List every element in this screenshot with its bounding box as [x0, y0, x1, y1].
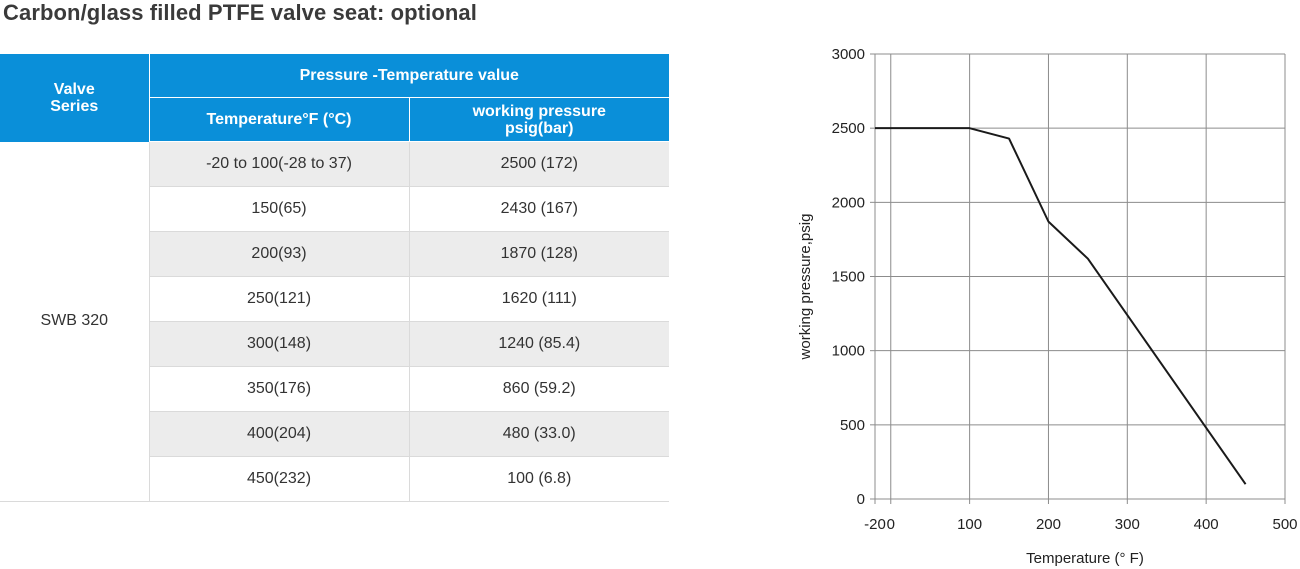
table-row: 350(176) 860 (59.2): [0, 366, 670, 412]
y-tick-label: 3000: [832, 46, 865, 63]
y-tick-label: 0: [857, 491, 865, 508]
page-title: Carbon/glass filled PTFE valve seat: opt…: [3, 0, 477, 25]
x-tick-label: 200: [1036, 516, 1061, 533]
valve-series-cell: SWB 320: [0, 141, 150, 502]
temperature-cell: 400(204): [149, 411, 410, 457]
header-working-pressure: working pressure psig(bar): [408, 97, 670, 142]
pressure-temperature-table: Valve Series Pressure -Temperature value…: [0, 54, 670, 502]
pressure-cell: 480 (33.0): [409, 411, 670, 457]
x-tick-label: 100: [957, 516, 982, 533]
y-axis-title: working pressure,psig: [797, 214, 814, 361]
pressure-cell: 2430 (167): [409, 186, 670, 232]
pressure-cell: 2500 (172): [409, 141, 670, 187]
pressure-cell: 1620 (111): [409, 276, 670, 322]
temperature-cell: 250(121): [149, 276, 410, 322]
x-axis-title: Temperature (° F): [1026, 550, 1144, 567]
chart-tick-labels: -20 0 100 200 300 400 500050010001500200025003…: [832, 46, 1298, 533]
pressure-cell: 1870 (128): [409, 231, 670, 277]
series-line: [875, 127, 1247, 485]
table-row: 250(121) 1620 (111): [0, 276, 670, 322]
pressure-cell: 860 (59.2): [409, 366, 670, 412]
pressure-temperature-chart: -20 0 100 200 300 400 500050010001500200025003…: [797, 46, 1298, 567]
table-row: 400(204) 480 (33.0): [0, 411, 670, 457]
header-valve-series: Valve Series: [0, 54, 150, 142]
table-row: SWB 320 -20 to 100(-28 to 37) 2500 (172): [0, 141, 670, 502]
x-tick-label: -20: [864, 516, 886, 533]
pressure-cell: 1240 (85.4): [409, 321, 670, 367]
table-row: 200(93) 1870 (128): [0, 231, 670, 277]
x-tick-label: 400: [1194, 516, 1219, 533]
y-tick-label: 2000: [832, 194, 865, 211]
x-tick-label: 0: [887, 516, 895, 533]
temperature-cell: 150(65): [149, 186, 410, 232]
temperature-cell: 300(148): [149, 321, 410, 367]
header-temperature: Temperature°F (°C): [149, 97, 410, 142]
temperature-cell: -20 to 100(-28 to 37): [149, 141, 410, 187]
y-tick-label: 1500: [832, 269, 865, 286]
table-row: 450(232) 100 (6.8): [0, 456, 670, 502]
y-tick-label: 2500: [832, 120, 865, 137]
header-pressure-temperature: Pressure -Temperature value: [148, 54, 670, 98]
x-tick-label: 500: [1272, 516, 1297, 533]
temperature-cell: 450(232): [149, 456, 410, 502]
chart-grid: [870, 53, 1286, 504]
y-tick-label: 1000: [832, 343, 865, 360]
temperature-cell: 350(176): [149, 366, 410, 412]
y-tick-label: 500: [840, 417, 865, 434]
pressure-cell: 100 (6.8): [409, 456, 670, 502]
table-row: 300(148) 1240 (85.4): [0, 321, 670, 367]
chart-series: [875, 127, 1247, 485]
table-row: 150(65) 2430 (167): [0, 186, 670, 232]
x-tick-label: 300: [1115, 516, 1140, 533]
temperature-cell: 200(93): [149, 231, 410, 277]
